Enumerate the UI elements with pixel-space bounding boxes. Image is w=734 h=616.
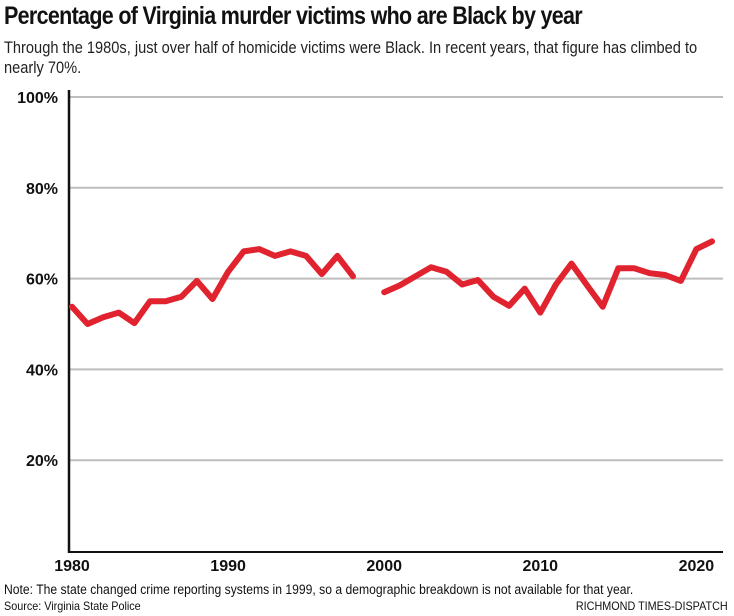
y-tick-label: 40% bbox=[26, 362, 58, 379]
x-tick-label: 1990 bbox=[210, 558, 246, 575]
line-chart: 20% 40% 60% 80% 100% 1980 1990 2000 2010 2020 bbox=[17, 90, 723, 575]
x-tick-label: 2010 bbox=[522, 558, 558, 575]
y-tick-label: 100% bbox=[17, 90, 58, 107]
chart-subtitle: Through the 1980s, just over half of hom… bbox=[4, 38, 698, 77]
gridlines bbox=[69, 96, 723, 462]
credit-text: RICHMOND TIMES-DISPATCH bbox=[576, 599, 728, 613]
chart-title: Percentage of Virginia murder victims wh… bbox=[4, 2, 583, 30]
y-tick-label: 60% bbox=[26, 272, 58, 289]
x-tick-label: 2020 bbox=[679, 558, 715, 575]
x-axis: 1980 1990 2000 2010 2020 bbox=[54, 558, 714, 575]
y-axis: 20% 40% 60% 80% 100% bbox=[17, 90, 58, 470]
footnote: Note: The state changed crime reporting … bbox=[4, 582, 634, 597]
x-tick-label: 2000 bbox=[366, 558, 402, 575]
series-line bbox=[69, 238, 715, 327]
y-tick-label: 80% bbox=[26, 181, 58, 198]
y-tick-label: 20% bbox=[26, 453, 58, 470]
source-text: Source: Virginia State Police bbox=[4, 599, 141, 613]
x-tick-label: 1980 bbox=[54, 558, 90, 575]
series-segment bbox=[381, 238, 715, 316]
series-segment bbox=[69, 246, 356, 327]
